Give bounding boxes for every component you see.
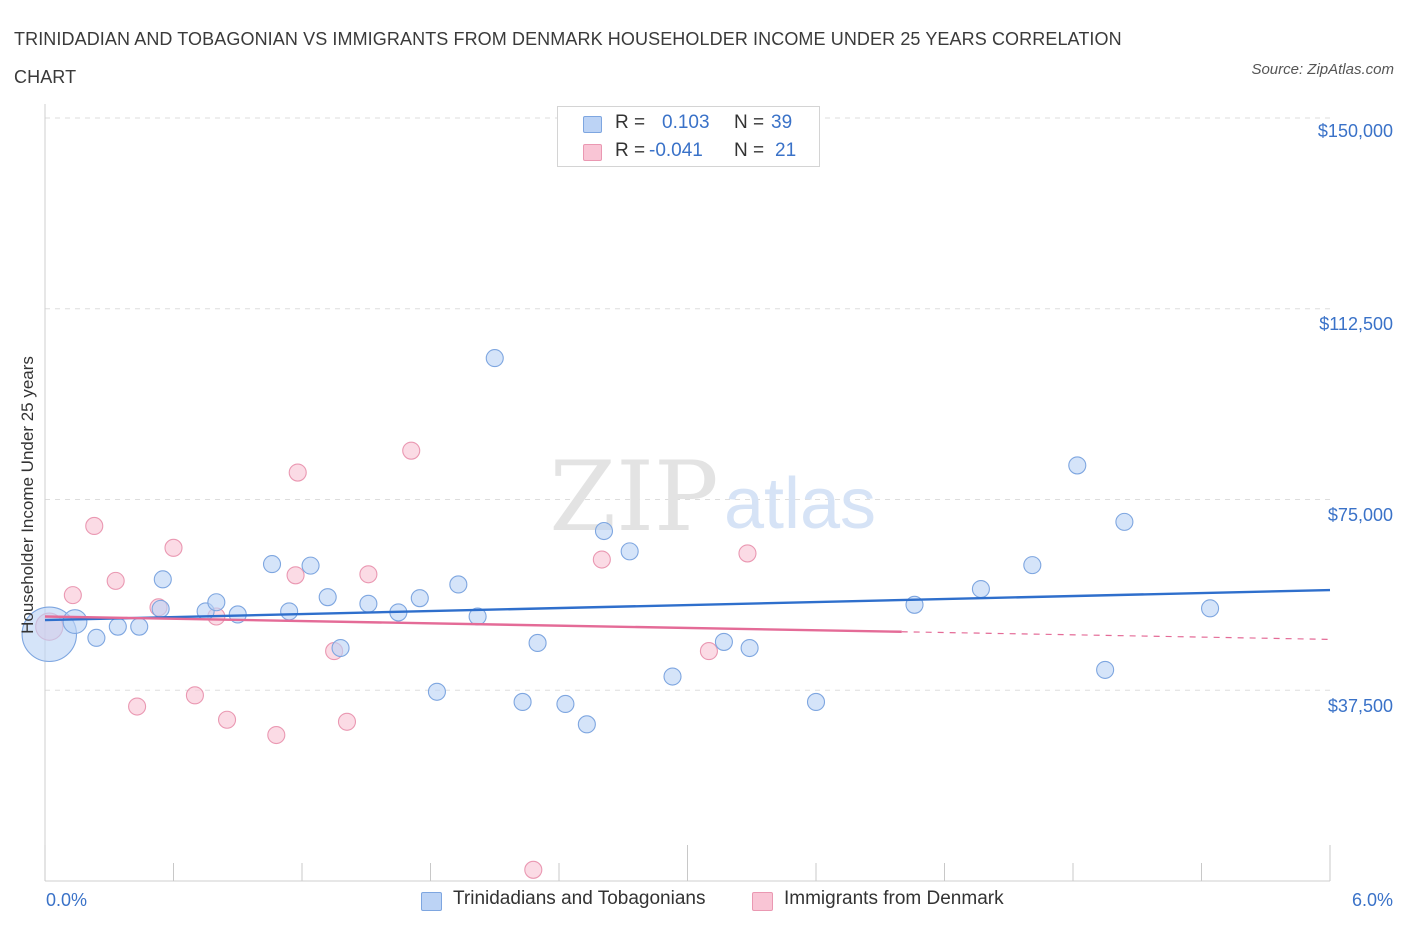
- data-point: [301, 556, 320, 575]
- legend-n-value: 39: [771, 112, 793, 133]
- legend-n-label: N =: [734, 112, 765, 133]
- data-point: [485, 349, 504, 368]
- y-tick-label: $75,000: [1327, 505, 1393, 525]
- data-point: [806, 692, 826, 711]
- data-point: [280, 602, 299, 621]
- data-point: [106, 571, 125, 590]
- chart-title: TRINIDADIAN AND TOBAGONIAN VS IMMIGRANTS…: [14, 29, 1122, 87]
- data-point: [1023, 556, 1042, 575]
- watermark-zip: ZIP: [549, 441, 718, 553]
- y-tick-label: $112,500: [1319, 314, 1393, 334]
- legend-r-label: R =: [615, 140, 646, 161]
- data-point: [286, 566, 305, 585]
- data-point: [331, 638, 350, 658]
- data-point: [1068, 456, 1087, 475]
- data-point: [128, 697, 147, 716]
- data-point: [207, 593, 226, 612]
- data-point: [592, 550, 611, 569]
- data-point: [663, 667, 682, 686]
- data-point: [288, 463, 307, 482]
- axes: [44, 104, 1331, 882]
- y-tick-label: $150,000: [1317, 121, 1393, 141]
- data-point: [164, 538, 183, 557]
- data-point: [714, 632, 733, 651]
- legend-r-label: R =: [615, 112, 646, 133]
- data-point: [1201, 599, 1220, 618]
- data-point: [130, 617, 149, 636]
- legend-swatch-pink: [583, 144, 602, 161]
- data-point: [577, 715, 596, 734]
- data-point: [62, 609, 88, 635]
- source-label: Source: ZipAtlas.com: [1251, 61, 1394, 78]
- watermark-atlas: atlas: [724, 464, 876, 544]
- data-point: [524, 860, 543, 879]
- data-point: [410, 589, 429, 608]
- trend-line-pink-dashed: [901, 631, 1331, 640]
- data-point: [1096, 660, 1115, 679]
- data-point: [108, 617, 127, 636]
- data-point: [427, 682, 446, 701]
- data-point: [337, 712, 357, 731]
- legend-swatch-blue: [583, 116, 602, 133]
- trend-lines: [44, 588, 1331, 640]
- correlation-legend: R = 0.103 N = 39 R = -0.041 N = 21: [557, 106, 820, 167]
- data-point: [318, 588, 337, 607]
- legend-n-label: N =: [734, 140, 765, 161]
- data-point: [528, 633, 547, 652]
- data-point: [620, 542, 639, 561]
- data-point: [151, 599, 170, 618]
- data-point: [971, 579, 990, 599]
- data-point: [594, 521, 614, 541]
- trend-line-pink: [44, 615, 902, 633]
- data-point: [185, 686, 204, 705]
- watermark: ZIP atlas: [549, 441, 876, 553]
- series-name-blue: Trinidadians and Tobagonians: [453, 888, 706, 909]
- data-point: [87, 628, 106, 647]
- data-point: [267, 725, 286, 745]
- data-point: [740, 638, 759, 658]
- legend-n-value: 21: [775, 140, 797, 161]
- data-point: [63, 586, 82, 605]
- data-point: [359, 565, 378, 584]
- data-point: [262, 555, 282, 574]
- series-name-pink: Immigrants from Denmark: [784, 888, 1004, 909]
- data-point: [359, 594, 378, 613]
- data-point: [217, 710, 237, 729]
- data-point: [738, 544, 757, 563]
- data-point: [153, 570, 172, 589]
- data-point: [402, 441, 421, 460]
- legend-r-value: 0.103: [662, 112, 710, 133]
- y-axis-label: Householder Income Under 25 years: [18, 356, 37, 634]
- x-tick-label-min: 0.0%: [46, 890, 88, 910]
- data-point: [513, 692, 532, 711]
- x-tick-label-max: 6.0%: [1351, 890, 1393, 910]
- series-swatch-blue: [421, 892, 442, 911]
- legend-r-value: -0.041: [649, 140, 703, 161]
- data-point: [449, 575, 468, 594]
- series-swatch-pink: [752, 892, 773, 911]
- trend-line-blue: [44, 588, 1331, 622]
- data-point: [1115, 512, 1134, 531]
- y-tick-label: $37,500: [1327, 696, 1393, 716]
- data-point: [699, 642, 718, 661]
- data-point: [85, 516, 104, 536]
- data-point: [556, 694, 575, 714]
